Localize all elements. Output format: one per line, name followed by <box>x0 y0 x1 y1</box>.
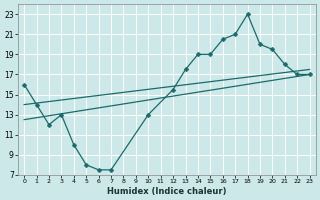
X-axis label: Humidex (Indice chaleur): Humidex (Indice chaleur) <box>107 187 227 196</box>
